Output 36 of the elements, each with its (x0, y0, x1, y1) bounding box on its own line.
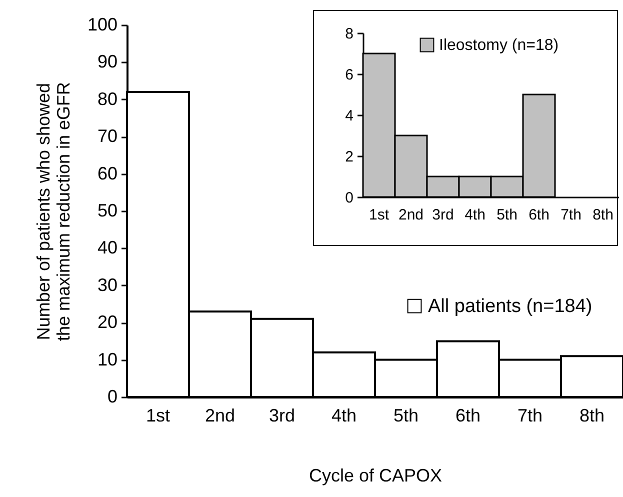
x-tick-label: 8th (592, 206, 614, 224)
x-tick-label: 7th (560, 206, 582, 224)
y-tick-label: 4 (345, 108, 354, 124)
x-tick-label: 1st (368, 206, 390, 224)
x-tick-label: 4th (464, 206, 486, 224)
x-axis-title: Cycle of CAPOX (308, 466, 442, 486)
x-tick-label: 2nd (398, 206, 424, 224)
y-tick-label: 40 (97, 238, 118, 258)
x-tick-label: 1st (146, 406, 170, 426)
y-tick-label: 90 (97, 52, 118, 72)
x-tick-label: 6th (455, 406, 481, 426)
x-tick-label: 3rd (268, 406, 296, 426)
x-tick-label: 3rd (432, 206, 454, 224)
x-tick-label: 4th (331, 406, 357, 426)
y-axis-title: Number of patients who showed the maximum reduction in eGFR (33, 82, 74, 342)
y-tick-label: 0 (345, 190, 354, 206)
legend-label: Ileostomy (n=18) (439, 37, 559, 54)
y-tick-label: 60 (97, 163, 118, 184)
y-tick-label: 100 (87, 14, 118, 34)
y-tick-label: 8 (345, 26, 354, 42)
y-tick-label: 2 (345, 148, 354, 166)
x-tick-label: 5th (496, 206, 518, 224)
x-tick-label: 6th (528, 206, 550, 224)
y-tick-label: 10 (97, 349, 118, 370)
y-tick-label: 70 (97, 126, 118, 146)
y-tick-label: 30 (97, 274, 118, 295)
y-tick-label: 0 (107, 386, 118, 406)
y-tick-label: 80 (97, 88, 118, 109)
x-tick-label: 2nd (204, 406, 236, 426)
y-tick-label: 6 (345, 66, 354, 84)
y-tick-label: 50 (97, 200, 118, 220)
x-tick-label: 5th (393, 406, 419, 426)
y-tick-label: 20 (97, 312, 118, 332)
x-tick-label: 7th (517, 406, 543, 426)
x-tick-label: 8th (579, 406, 605, 426)
legend-label: All patients (n=184) (428, 296, 592, 318)
